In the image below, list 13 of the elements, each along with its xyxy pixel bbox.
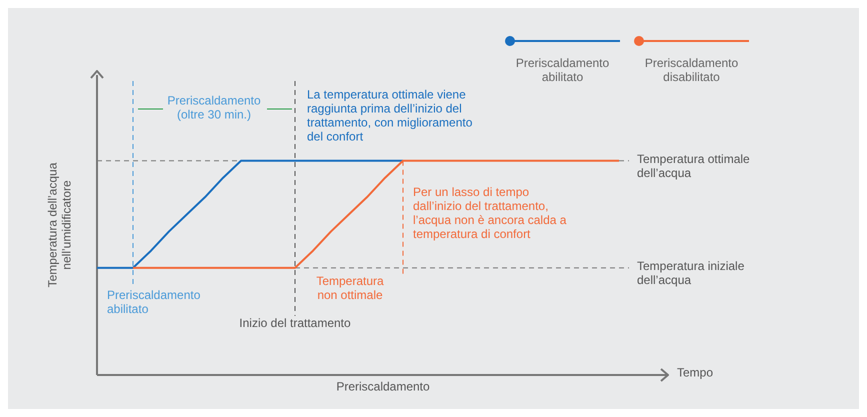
annotation: Inizio del trattamento <box>239 316 352 330</box>
ref-line-label: Temperatura ottimale dell’acqua <box>637 152 750 180</box>
text: Preriscaldamento <box>336 379 430 394</box>
ref-line-label: Temperatura iniziale dell’acqua <box>637 259 745 288</box>
x-axis-title: Tempo <box>677 365 714 380</box>
y-axis-title: Temperatura dell’acqua nell’umidificatore <box>45 162 74 288</box>
legend-label: Preriscaldamento disabilitato <box>644 56 740 84</box>
annotation: Per un lasso di tempo dall’inizio del trattamento, l’acqua non è ancora calda a temperatura di confort <box>413 185 567 242</box>
annotation: Preriscaldamento abilitato <box>107 288 201 316</box>
text: Preriscaldamento (oltre 30 min.) <box>167 93 262 122</box>
legend-label: Preriscaldamento abilitato <box>514 56 610 84</box>
annotation: Temperatura non ottimale <box>316 274 384 302</box>
text: La temperatura ottimale viene raggiunta prima dell’inizio del trattamento, con miglioramento del confort <box>307 87 473 144</box>
